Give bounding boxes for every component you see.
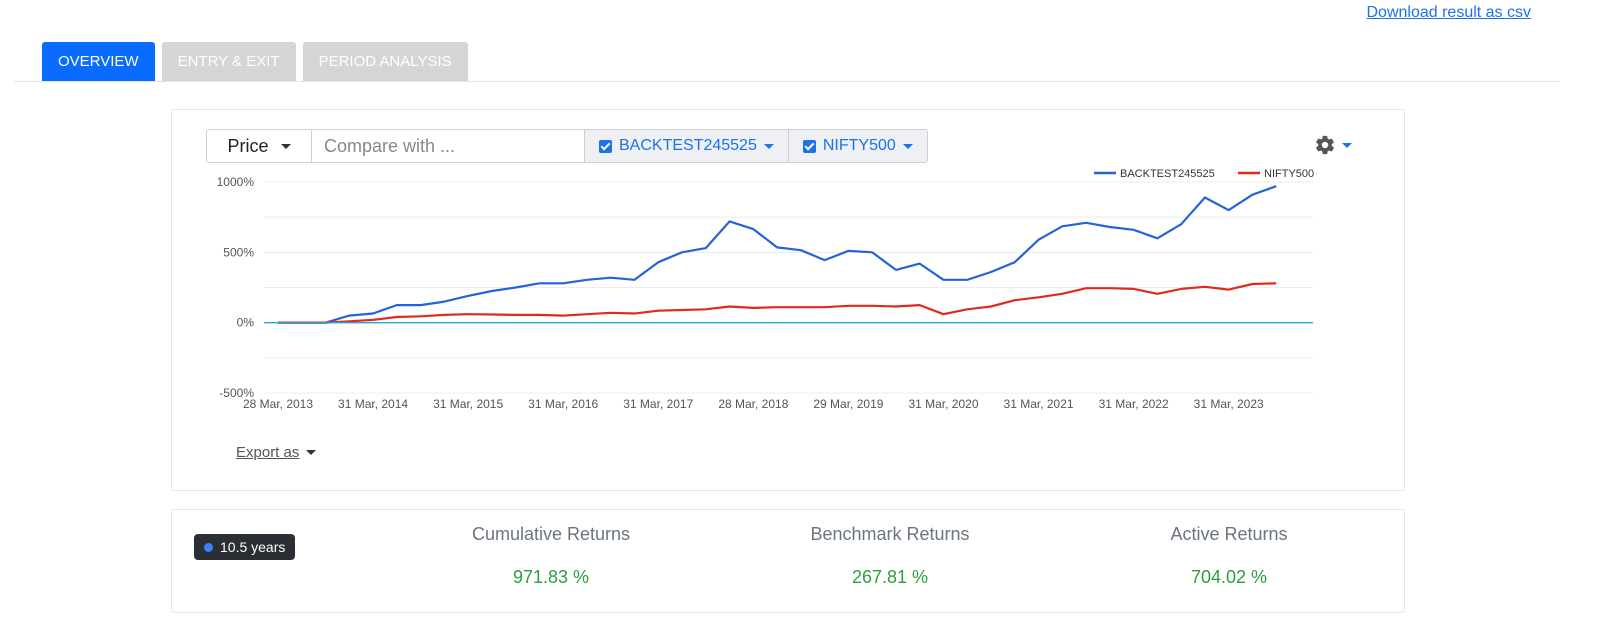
chevron-down-icon (1342, 142, 1352, 148)
compare-input[interactable] (312, 130, 584, 162)
x-tick-label: 31 Mar, 2020 (908, 397, 978, 411)
export-dropdown[interactable]: Export as (236, 444, 317, 461)
chevron-down-icon (763, 143, 774, 149)
y-tick-label: 1000% (217, 175, 255, 189)
x-tick-label: 31 Mar, 2015 (433, 397, 503, 411)
chevron-down-icon (306, 450, 317, 455)
tab-entry-exit[interactable]: ENTRY & EXIT (161, 42, 296, 82)
y-tick-label: -500% (219, 386, 254, 400)
metric-benchmark-returns: Benchmark Returns 267.81 % (760, 524, 1020, 588)
badge-dot-icon (204, 542, 213, 552)
tab-period-analysis[interactable]: PERIOD ANALYSIS (302, 42, 468, 82)
tab-divider (14, 81, 1560, 82)
chevron-down-icon (902, 143, 913, 149)
series-chip-backtest[interactable]: BACKTEST245525 (584, 130, 788, 162)
line-chart: 1000% 500% 0% -500%28 Mar, 2013 31 Mar, 2014… (217, 168, 1315, 411)
x-tick-label: 31 Mar, 2017 (623, 397, 693, 411)
period-badge-label: 10.5 years (220, 539, 286, 555)
x-tick-label: 29 Mar, 2019 (813, 397, 883, 411)
chart-toolbar: Price BACKTEST245525 NIFTY500 (206, 129, 928, 163)
legend-label: NIFTY500 (1264, 168, 1314, 180)
x-tick-label: 28 Mar, 2013 (243, 397, 313, 411)
checkbox-icon[interactable] (599, 139, 612, 153)
series-chip-label: NIFTY500 (822, 137, 896, 154)
x-tick-label: 31 Mar, 2014 (338, 397, 408, 411)
x-tick-label: 31 Mar, 2023 (1194, 397, 1264, 411)
x-tick-label: 28 Mar, 2018 (718, 397, 788, 411)
returns-summary: 10.5 years Cumulative Returns 971.83 % B… (171, 509, 1405, 613)
checkbox-icon[interactable] (802, 139, 816, 153)
series-chip-label: BACKTEST245525 (619, 137, 757, 154)
x-tick-label: 31 Mar, 2022 (1099, 397, 1169, 411)
metric-cumulative-returns: Cumulative Returns 971.83 % (421, 524, 681, 588)
tab-overview[interactable]: OVERVIEW (42, 42, 155, 82)
chevron-down-icon (280, 143, 291, 149)
metric-active-returns: Active Returns 704.02 % (1099, 524, 1359, 588)
series-chip-nifty[interactable]: NIFTY500 (787, 130, 927, 162)
chart-settings-button[interactable] (1314, 134, 1352, 156)
tab-bar: OVERVIEW ENTRY & EXIT PERIOD ANALYSIS (42, 42, 468, 82)
metric-value: 267.81 % (851, 567, 929, 587)
series-line-nifty500 (278, 282, 1277, 324)
metric-title: Benchmark Returns (810, 524, 970, 544)
metric-title: Active Returns (1170, 524, 1288, 544)
legend-label: BACKTEST245525 (1120, 168, 1215, 180)
metric-title: Cumulative Returns (471, 524, 631, 544)
chart-panel: 1000% 500% 0% -500% 28 Mar, 2013 31 Mar, 2014… (171, 109, 1405, 491)
gear-icon (1316, 135, 1334, 155)
y-tick-label: 0% (237, 316, 255, 330)
download-csv-link[interactable]: Download result as csv (1366, 4, 1531, 21)
x-tick-label: 31 Mar, 2021 (1004, 397, 1074, 411)
metric-value: 704.02 % (1190, 567, 1268, 587)
price-dropdown[interactable]: Price (207, 130, 312, 162)
metric-value: 971.83 % (512, 567, 590, 587)
period-badge: 10.5 years (194, 534, 296, 560)
export-label: Export as (236, 444, 300, 461)
x-tick-label: 31 Mar, 2016 (528, 397, 598, 411)
series-line-backtest245525 (278, 185, 1277, 324)
price-dropdown-label: Price (227, 135, 269, 156)
y-tick-label: 500% (223, 245, 254, 259)
